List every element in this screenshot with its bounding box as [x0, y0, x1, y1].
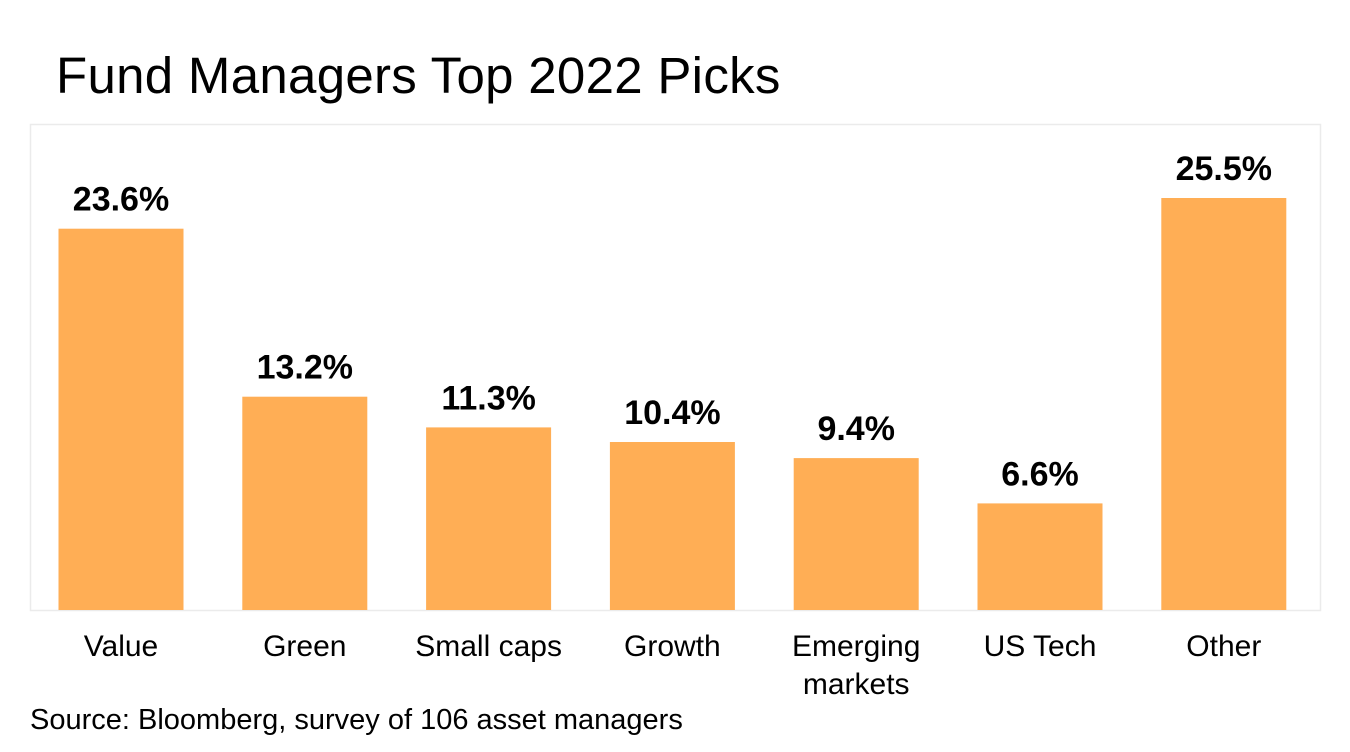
x-tick-label-line: markets: [803, 668, 910, 701]
data-label: 23.6%: [73, 181, 169, 219]
bar-other: [1161, 198, 1287, 610]
x-tick-label-line: Emerging: [792, 630, 920, 663]
chart-title: Fund Managers Top 2022 Picks: [56, 47, 781, 104]
x-tick-label-line: US Tech: [984, 630, 1097, 663]
x-tick-label: US Tech: [984, 630, 1097, 663]
data-label: 9.4%: [817, 410, 895, 448]
data-label: 6.6%: [1001, 455, 1079, 493]
plot-frame: [29, 123, 1322, 612]
x-tick-label: Other: [1186, 630, 1261, 663]
data-label: 10.4%: [624, 394, 720, 432]
x-tick-label-line: Small caps: [415, 630, 562, 663]
bar-value: [58, 228, 184, 610]
x-tick-label: Value: [84, 630, 159, 663]
bar-us-tech: [977, 503, 1103, 610]
x-tick-label-line: Growth: [624, 630, 721, 663]
bar-small-caps: [426, 427, 552, 610]
x-tick-label: Emerging markets: [792, 630, 920, 701]
x-tick-label: Green: [263, 630, 346, 663]
x-tick-label: Small caps: [415, 630, 562, 663]
data-label: 13.2%: [257, 349, 353, 387]
bar-emerging-markets: [793, 458, 919, 610]
source-note: Source: Bloomberg, survey of 106 asset m…: [30, 704, 683, 736]
x-tick-label-line: Value: [84, 630, 159, 663]
data-label: 25.5%: [1176, 150, 1272, 188]
bar-green: [242, 396, 368, 610]
bar-growth: [609, 442, 735, 610]
x-tick-label-line: Other: [1186, 630, 1261, 663]
data-label: 11.3%: [441, 379, 536, 417]
x-tick-label-line: Green: [263, 630, 346, 663]
x-tick-label: Growth: [624, 630, 721, 663]
